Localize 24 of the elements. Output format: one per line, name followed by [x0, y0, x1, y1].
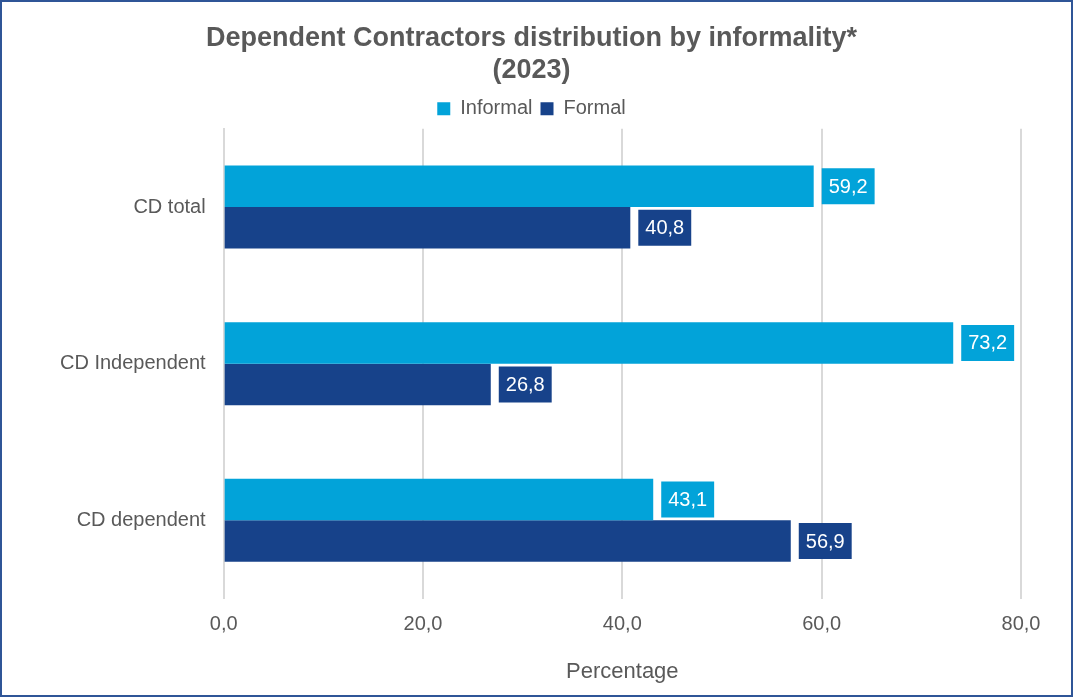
bar: [224, 478, 654, 521]
x-tick-label: 80,0: [1001, 612, 1041, 635]
bar: [224, 207, 631, 249]
chart-title: Dependent Contractors distribution by informality* (2023): [205, 21, 858, 85]
data-label: 40,8: [645, 216, 685, 239]
bar: [224, 363, 491, 406]
data-label: 26,8: [505, 372, 545, 395]
data-label: 43,1: [668, 488, 708, 511]
bar: [224, 165, 814, 208]
bar: [224, 322, 954, 364]
y-tick-label: CD Independent: [59, 351, 207, 374]
x-tick-label: 0,0: [209, 612, 238, 635]
x-tick-label: 40,0: [602, 612, 642, 635]
legend-label: Informal: [460, 96, 533, 119]
data-label: 73,2: [968, 331, 1008, 354]
x-tick-label: 60,0: [802, 612, 842, 635]
x-tick-label: 20,0: [403, 612, 443, 635]
bar: [224, 520, 791, 562]
data-label: 59,2: [828, 174, 868, 197]
data-label: 56,9: [805, 529, 845, 552]
legend-label: Formal: [563, 96, 626, 119]
x-axis-title: Percentage: [566, 657, 679, 683]
y-tick-label: CD dependent: [76, 507, 207, 530]
y-tick-label: CD total: [133, 194, 206, 217]
